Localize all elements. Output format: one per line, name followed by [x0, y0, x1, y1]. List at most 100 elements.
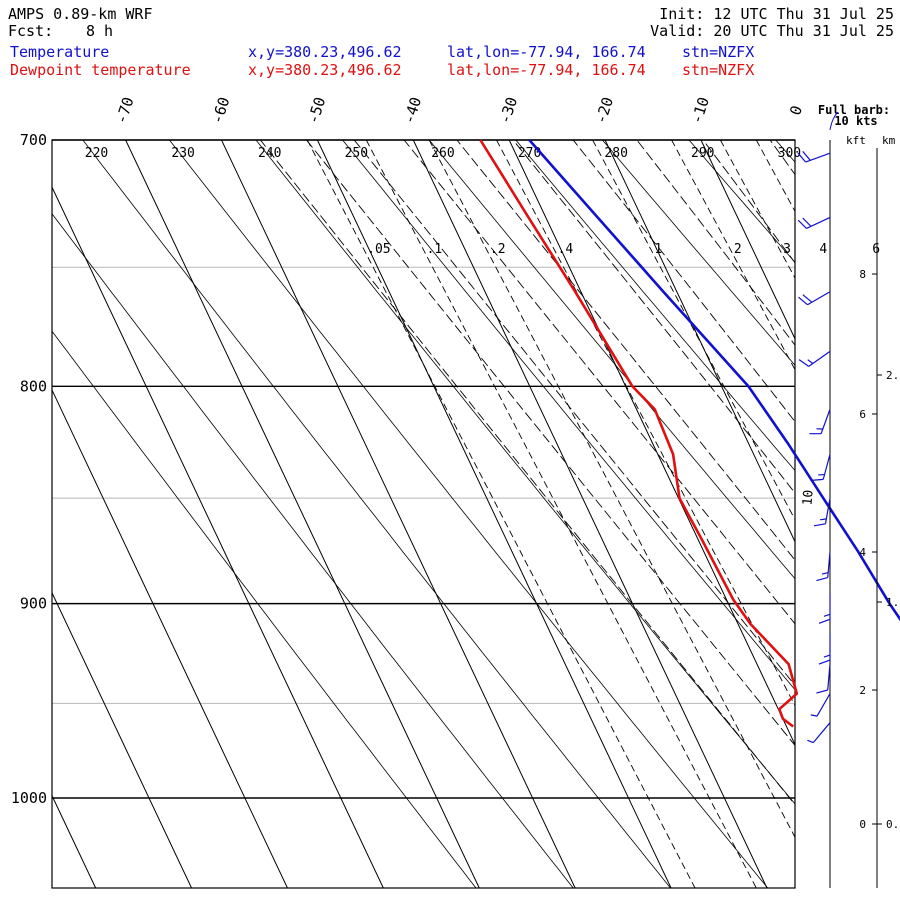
wind-barb [818, 593, 831, 624]
wind-barb-full [802, 150, 811, 161]
km-axis-label: km [882, 134, 896, 147]
kft-tick-label: 2 [859, 684, 866, 697]
moist-adiabat-line [702, 140, 795, 264]
dry-adiabat-line [82, 140, 671, 888]
wind-barb [797, 216, 831, 229]
isotherm-line [316, 140, 672, 888]
dry-adiabat-label: 270 [518, 146, 541, 161]
km-tick-label: 2. [886, 369, 899, 382]
wind-barb-staff [827, 664, 831, 691]
wind-barb [807, 722, 831, 744]
mixing-ratio-label: .1 [427, 242, 443, 257]
mixing-ratio-line [592, 140, 795, 521]
temperature-trace [528, 139, 900, 622]
legend-dewpoint-latlon: lat,lon=-77.94, 166.74 [447, 61, 646, 79]
wind-barb [818, 634, 831, 665]
isotherm-line [893, 140, 900, 888]
legend-temperature-xy: x,y=380.23,496.62 [248, 43, 402, 61]
isotherm-line [52, 186, 384, 888]
barb-legend-stroke [829, 111, 839, 131]
wind-barb [813, 498, 831, 527]
dry-adiabat-line [169, 140, 769, 888]
wind-barb-staff [806, 216, 831, 229]
wind-barb-full [798, 359, 810, 367]
dry-adiabat-line [515, 140, 795, 472]
wind-barb [798, 291, 831, 306]
mixing-ratio-line [365, 140, 757, 888]
dry-adiabat-line [342, 140, 795, 691]
wind-barb [811, 454, 831, 481]
dry-adiabat-label: 240 [258, 146, 281, 161]
legend-dewpoint-xy: x,y=380.23,496.62 [248, 61, 402, 79]
isotherm-line [700, 140, 795, 341]
forecast-hours: 8 h [86, 22, 114, 40]
wind-barb-full [811, 478, 824, 481]
mixing-ratio-label: .4 [558, 242, 574, 257]
wind-barb [816, 551, 831, 582]
isotherm-line [125, 140, 480, 888]
legend-temperature-station: stn=NZFX [682, 43, 755, 61]
wind-barb-half [823, 654, 831, 658]
dry-adiabat-label: 220 [85, 146, 108, 161]
init-time: Init: 12 UTC Thu 31 Jul 25 [659, 5, 894, 23]
wind-barb [816, 664, 831, 694]
wind-barb-half [807, 359, 814, 364]
wind-barb-full [798, 296, 808, 306]
dry-adiabat-line [428, 140, 795, 580]
wind-barb-full [797, 219, 807, 229]
legend-temperature-latlon: lat,lon=-77.94, 166.74 [447, 43, 646, 61]
pressure-tick-label: 700 [20, 131, 47, 149]
pressure-tick-label: 800 [20, 377, 47, 395]
isotherm-line [412, 140, 768, 888]
kft-axis-label: kft [846, 134, 866, 147]
dry-adiabat-label: 300 [778, 146, 801, 161]
dry-adiabat-line [862, 140, 900, 888]
isotherm-label: -40 [400, 95, 425, 126]
mixing-ratio-line [428, 140, 795, 839]
isotherm-label: -60 [208, 95, 233, 126]
km-tick-label: 0. [886, 818, 899, 831]
legend-dewpoint-station: stn=NZFX [682, 61, 755, 79]
pressure-tick-label: 900 [20, 595, 47, 613]
moist-adiabat-line [572, 140, 795, 423]
plot-frame [51, 139, 796, 889]
isotherm-line [221, 140, 576, 888]
wind-barb-full [816, 689, 828, 694]
pressure-tick-label: 1000 [11, 789, 47, 807]
wind-barb-full [816, 576, 828, 582]
wind-barb-staff [812, 722, 831, 743]
barb-side-label: 10 [800, 489, 816, 506]
barb-note-value: 10 kts [834, 114, 877, 128]
wind-barb-staff [820, 409, 831, 434]
moist-adiabat-line [353, 140, 795, 687]
moist-adiabat-line [836, 140, 900, 888]
isotherm-line [52, 388, 288, 888]
model-title: AMPS 0.89-km WRF [8, 5, 153, 23]
isotherm-label: -50 [304, 95, 329, 126]
wind-barb [809, 409, 831, 435]
moist-adiabat-line [456, 140, 795, 561]
wind-barb-full [818, 659, 831, 665]
mixing-ratio-label: 2 [734, 242, 742, 257]
isotherm-line [604, 140, 795, 543]
wind-barb-staff [808, 350, 831, 367]
kft-tick-label: 0 [859, 818, 866, 831]
isotherm-line [52, 591, 192, 888]
dry-adiabat-line [775, 140, 795, 163]
valid-time: Valid: 20 UTC Thu 31 Jul 25 [650, 22, 894, 40]
mixing-ratio-label: .05 [367, 242, 390, 257]
wind-barb-full [797, 152, 807, 163]
dry-adiabat-line [602, 140, 795, 366]
wind-barb-full [818, 618, 831, 624]
kft-tick-label: 4 [859, 546, 866, 559]
wind-barb-half [807, 739, 814, 744]
legend-dewpoint-name: Dewpoint temperature [10, 61, 191, 79]
isotherm-label: 0 [786, 103, 806, 117]
dewpoint-trace [479, 139, 799, 728]
mixing-ratio-label: .2 [490, 242, 506, 257]
moist-adiabat-line [512, 140, 795, 494]
mixing-ratio-line [496, 140, 795, 707]
kft-tick-label: 8 [859, 268, 866, 281]
wind-barb [797, 150, 831, 163]
moist-adiabat-line [403, 140, 795, 625]
